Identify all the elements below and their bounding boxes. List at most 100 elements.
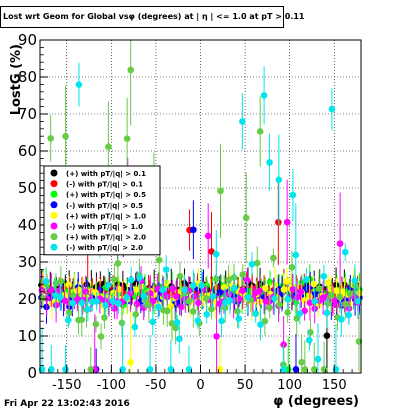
data-point — [235, 315, 243, 323]
data-point — [47, 135, 54, 142]
data-point — [195, 299, 202, 307]
data-point — [65, 281, 73, 289]
data-point — [301, 307, 308, 315]
data-point — [127, 276, 135, 284]
legend-marker — [50, 180, 58, 188]
data-point — [261, 285, 269, 292]
data-point — [242, 214, 250, 222]
data-point — [333, 301, 340, 309]
data-point — [78, 299, 86, 307]
data-point — [111, 276, 118, 283]
data-point — [185, 297, 193, 305]
data-point — [168, 285, 176, 293]
data-point — [105, 143, 112, 150]
data-point — [87, 366, 95, 373]
data-point — [127, 358, 134, 366]
data-point — [123, 135, 131, 142]
data-point — [306, 336, 313, 344]
data-point — [218, 317, 225, 325]
data-point — [204, 232, 212, 240]
legend-entry-label: (-) with pT/|q| > 0.1 — [66, 181, 143, 190]
data-point — [75, 286, 83, 294]
data-point — [149, 318, 157, 326]
legend-entry-label: (+) with pT/|q| > 2.0 — [66, 234, 146, 243]
data-point — [114, 260, 122, 267]
y-tick-label: 40 — [18, 216, 37, 234]
y-tick-label: 70 — [18, 105, 37, 123]
data-point — [356, 289, 363, 297]
data-point — [239, 271, 247, 278]
data-point — [190, 308, 197, 315]
data-point — [190, 226, 197, 234]
x-tick-label: 100 — [277, 378, 302, 393]
data-point — [266, 278, 274, 286]
data-point — [288, 264, 296, 271]
data-point — [256, 128, 264, 135]
x-tick-label: -50 — [145, 378, 166, 393]
series-7 — [39, 40, 363, 373]
data-point — [133, 286, 140, 294]
legend-box — [43, 165, 161, 256]
data-point — [310, 366, 318, 373]
y-tick-label: 20 — [18, 290, 37, 308]
data-point — [212, 250, 220, 258]
data-point — [257, 321, 264, 328]
data-point — [75, 81, 83, 88]
data-point — [78, 316, 86, 324]
chart-title-box: Lost wrt Geom for Global vsφ (degrees) a… — [0, 6, 305, 28]
data-point — [146, 366, 154, 373]
data-point — [181, 286, 188, 293]
data-point — [354, 297, 362, 305]
data-point — [173, 318, 181, 326]
data-point — [213, 275, 220, 283]
data-point — [194, 317, 202, 324]
x-tick-label: 150 — [322, 378, 347, 393]
data-point — [131, 323, 139, 331]
data-point — [65, 309, 73, 317]
legend-entry-label: (+) with pT/|q| > 0.1 — [66, 170, 146, 179]
data-point — [203, 295, 210, 302]
y-tick-label: 80 — [18, 68, 37, 86]
data-point — [265, 298, 273, 306]
legend-marker — [50, 233, 58, 241]
data-point — [239, 287, 246, 294]
data-point — [132, 310, 139, 318]
data-point — [84, 305, 92, 313]
data-point — [159, 286, 166, 294]
data-point — [298, 358, 305, 366]
data-point — [198, 282, 205, 289]
data-point — [266, 304, 273, 311]
data-point — [167, 302, 175, 310]
data-point — [310, 280, 318, 288]
data-point — [276, 301, 283, 309]
data-point — [283, 277, 291, 285]
data-point — [341, 248, 349, 256]
data-point — [301, 297, 308, 304]
x-axis-label: φ (degrees) — [273, 394, 359, 409]
data-point — [275, 176, 283, 184]
data-point — [342, 300, 349, 308]
data-point — [118, 319, 126, 327]
data-point — [323, 332, 331, 339]
data-point — [324, 279, 332, 287]
data-point — [101, 314, 108, 321]
data-point — [351, 277, 359, 285]
y-tick-label: 50 — [18, 179, 37, 197]
y-tick-label: 10 — [18, 327, 37, 345]
data-point — [69, 299, 77, 307]
data-point — [64, 316, 72, 324]
data-point — [92, 320, 100, 328]
y-tick-label: 60 — [18, 142, 37, 160]
data-point — [266, 159, 273, 166]
data-point — [284, 309, 291, 316]
data-point — [292, 251, 300, 259]
data-point — [280, 366, 287, 373]
data-point — [115, 299, 122, 307]
data-point — [307, 329, 314, 336]
data-point — [296, 310, 304, 317]
data-point — [336, 240, 344, 247]
data-point — [314, 355, 322, 363]
data-point — [323, 309, 331, 317]
data-point — [74, 295, 81, 303]
data-point — [297, 288, 305, 296]
